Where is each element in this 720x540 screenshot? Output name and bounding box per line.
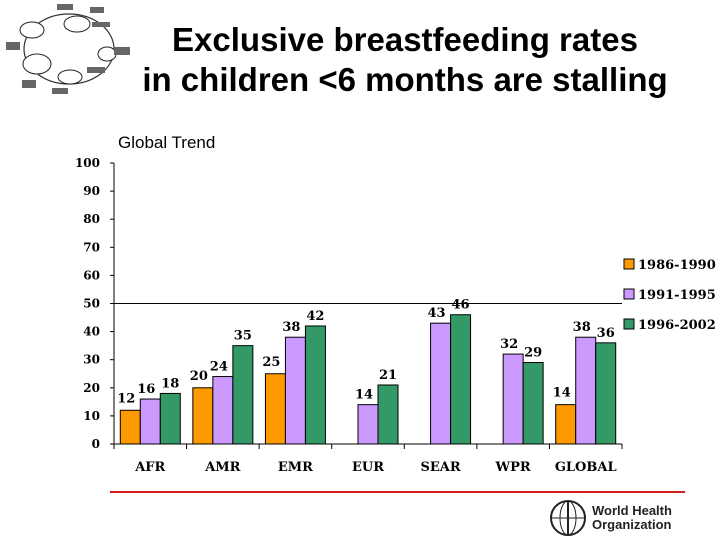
y-tick-label: 30 (83, 353, 100, 367)
x-tick-label: AFR (134, 460, 165, 475)
y-tick-label: 0 (92, 437, 100, 451)
y-tick-label: 60 (83, 268, 100, 282)
bar-amr-1996-2002 (232, 345, 254, 445)
bar-global-1986-1990 (555, 404, 577, 445)
y-tick-label: 20 (83, 381, 100, 395)
chart-subtitle: Global Trend (118, 133, 216, 152)
data-label: 24 (210, 360, 228, 375)
bar-afr-1996-2002 (159, 392, 181, 445)
data-label: 25 (262, 355, 280, 370)
legend-label: 1996-2002 (638, 318, 716, 333)
title-line-2: in children <6 months are stalling (142, 61, 668, 98)
bar-eur-1991-1995 (357, 404, 379, 445)
divider-line (110, 491, 685, 493)
legend-swatch (623, 318, 635, 330)
data-label: 36 (597, 326, 615, 341)
legend-label: 1991-1995 (638, 288, 716, 303)
data-label: 20 (190, 369, 208, 384)
data-label: 21 (379, 368, 397, 383)
data-label: 46 (452, 298, 470, 313)
data-label: 12 (117, 391, 135, 406)
bar-amr-1986-1990 (192, 387, 214, 445)
who-logo: World Health Organization (548, 498, 718, 538)
data-label: 35 (234, 329, 252, 344)
bar-wpr-1991-1995 (502, 353, 524, 445)
bar-afr-1986-1990 (119, 409, 141, 445)
x-tick-label: EUR (352, 460, 384, 475)
data-label: 42 (306, 309, 324, 324)
title-line-1: Exclusive breastfeeding rates (172, 21, 638, 58)
bar-emr-1996-2002 (304, 325, 326, 445)
data-label: 14 (355, 388, 373, 403)
x-tick-label: EMR (278, 460, 313, 475)
y-tick-label: 40 (83, 325, 100, 339)
x-tick-label: SEAR (420, 460, 460, 475)
bar-afr-1991-1995 (139, 398, 161, 445)
data-label: 38 (573, 320, 591, 335)
y-tick-label: 90 (83, 184, 100, 198)
data-label: 43 (428, 306, 446, 321)
data-label: 32 (500, 337, 518, 352)
x-tick-label: GLOBAL (555, 460, 617, 475)
y-tick-label: 70 (83, 240, 100, 254)
legend-label: 1986-1990 (638, 258, 716, 273)
legend-swatch (623, 288, 635, 300)
data-label: 29 (524, 346, 542, 361)
bar-global-1991-1995 (575, 336, 597, 445)
data-label: 38 (282, 320, 300, 335)
cycle-diagram-image (6, 4, 130, 94)
legend-swatch (623, 258, 635, 270)
data-label: 14 (553, 386, 571, 401)
y-tick-label: 10 (83, 409, 100, 423)
bar-emr-1991-1995 (284, 336, 306, 445)
slide-title: Exclusive breastfeeding rates in childre… (100, 20, 710, 100)
data-label: 16 (137, 382, 155, 397)
bar-sear-1991-1995 (430, 322, 452, 445)
y-tick-label: 100 (75, 156, 100, 170)
bar-global-1996-2002 (595, 342, 617, 445)
bar-eur-1996-2002 (377, 384, 399, 445)
x-tick-label: WPR (495, 460, 531, 475)
bar-amr-1991-1995 (212, 376, 234, 445)
bar-emr-1986-1990 (264, 373, 286, 445)
bar-sear-1996-2002 (450, 314, 472, 445)
who-emblem-icon (550, 500, 586, 536)
y-tick-label: 50 (83, 297, 100, 311)
y-tick-label: 80 (83, 212, 100, 226)
who-logo-text: World Health Organization (592, 503, 672, 532)
data-label: 18 (161, 376, 179, 391)
bar-wpr-1996-2002 (522, 362, 544, 445)
x-tick-label: AMR (204, 460, 240, 475)
